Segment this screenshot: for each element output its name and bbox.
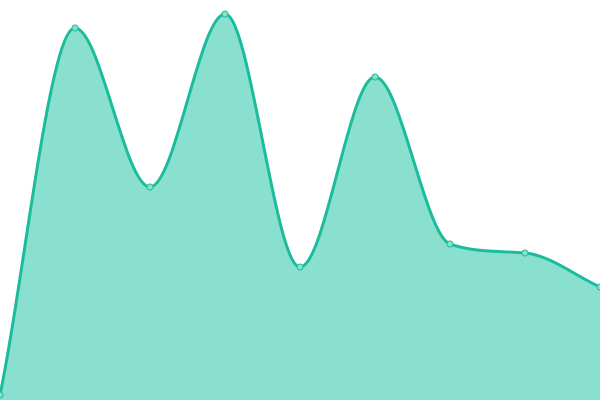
data-point-3 [221,10,229,18]
data-point-0 [0,391,4,399]
data-markers [0,10,600,399]
data-point-5 [371,73,379,81]
data-point-6 [446,240,454,248]
data-point-8 [596,283,600,291]
data-point-1 [71,24,79,32]
area-fill [0,14,600,400]
data-point-2 [146,183,154,191]
data-point-7 [521,249,529,257]
data-point-4 [296,263,304,271]
